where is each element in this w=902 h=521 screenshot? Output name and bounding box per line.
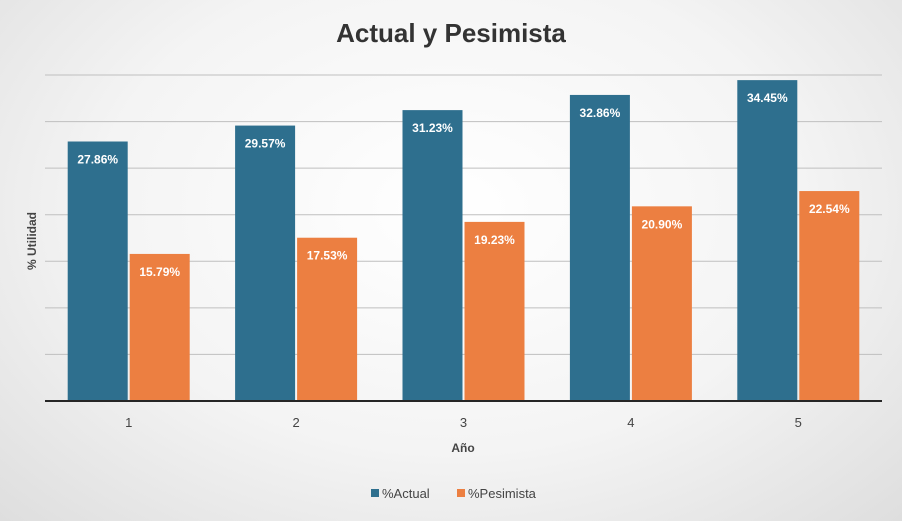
- data-label: 22.54%: [809, 202, 850, 216]
- bar-actual-1: [67, 141, 128, 401]
- data-label: 17.53%: [307, 249, 348, 263]
- data-labels: 27.86% 15.79% 29.57% 17.53% 31.23% 19.23% 32.8…: [77, 91, 850, 279]
- x-tick-label: 2: [292, 415, 299, 430]
- bar-actual-4: [569, 94, 630, 402]
- legend-label: %Actual: [382, 486, 430, 501]
- bars: [67, 80, 860, 402]
- bar-pesimista-1: [129, 253, 190, 401]
- data-label: 20.90%: [642, 217, 683, 231]
- data-label: 31.23%: [412, 121, 453, 135]
- legend-swatch: [371, 489, 379, 497]
- data-label: 15.79%: [139, 265, 180, 279]
- x-tick-label: 3: [460, 415, 467, 430]
- data-label: 27.86%: [77, 153, 118, 167]
- bar-pesimista-5: [799, 191, 860, 401]
- x-tick-labels: 1 2 3 4 5: [125, 415, 802, 430]
- x-tick-label: 4: [627, 415, 634, 430]
- x-axis-label: Año: [451, 441, 474, 455]
- y-axis-label: % Utilidad: [25, 212, 39, 270]
- legend-label: %Pesimista: [468, 486, 537, 501]
- data-label: 32.86%: [580, 106, 621, 120]
- chart-title: Actual y Pesimista: [336, 18, 566, 48]
- bar-pesimista-3: [464, 221, 525, 401]
- x-tick-label: 5: [795, 415, 802, 430]
- x-tick-label: 1: [125, 415, 132, 430]
- data-label: 19.23%: [474, 233, 515, 247]
- legend-swatch: [457, 489, 465, 497]
- data-label: 29.57%: [245, 137, 286, 151]
- bar-pesimista-2: [297, 237, 358, 401]
- bar-actual-5: [737, 80, 798, 401]
- bar-actual-2: [235, 125, 296, 401]
- legend: %Actual %Pesimista: [371, 486, 537, 501]
- data-label: 34.45%: [747, 91, 788, 105]
- bar-pesimista-4: [631, 206, 692, 401]
- bar-actual-3: [402, 110, 463, 401]
